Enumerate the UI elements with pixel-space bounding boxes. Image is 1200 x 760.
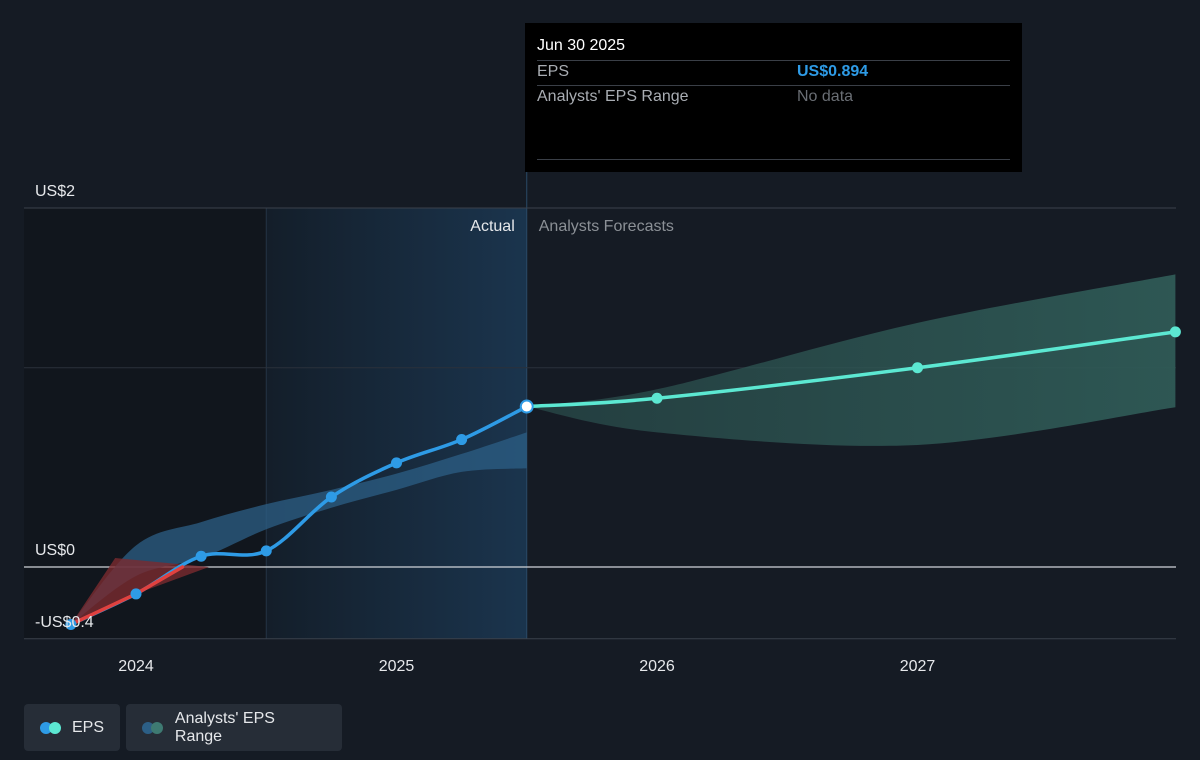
tooltip-range-value: No data: [797, 88, 854, 105]
legend-range-label: Analysts' EPS Range: [174, 709, 275, 745]
legend-eps[interactable]: EPS: [24, 704, 120, 751]
tooltip-eps-value: US$0.894: [797, 63, 869, 80]
legend-eps-label: EPS: [71, 718, 104, 736]
eps-forecast-line: [525, 330, 1178, 409]
x-tick-label: 2027: [900, 658, 936, 675]
tooltip-divider: [537, 60, 1010, 61]
tooltip-eps-label: EPS: [537, 63, 570, 80]
legend-range[interactable]: Analysts' EPS Range: [126, 704, 342, 751]
eps-forecast-point[interactable]: [651, 392, 663, 404]
tooltip-range-label: Analysts' EPS Range: [537, 88, 689, 105]
forecast-eps-range-band: [526, 274, 1176, 446]
eps-point-selected[interactable]: [519, 399, 534, 414]
tooltip-date: Jun 30 2025: [537, 37, 626, 54]
eps-point[interactable]: [325, 491, 337, 503]
x-tick-label: 2025: [379, 658, 415, 675]
eps-point[interactable]: [195, 550, 207, 562]
eps-forecast-point[interactable]: [1169, 326, 1181, 338]
y-tick-label: US$2: [35, 183, 75, 200]
tooltip-divider: [537, 159, 1010, 160]
eps-point[interactable]: [391, 457, 402, 469]
eps-point[interactable]: [260, 545, 272, 557]
eps-point[interactable]: [130, 588, 142, 600]
y-tick-label: -US$0.4: [35, 614, 94, 631]
range-legend-icon: [142, 721, 166, 734]
tooltip-divider: [537, 85, 1010, 86]
past-eps-range-band: [70, 432, 527, 625]
eps-point[interactable]: [456, 434, 468, 446]
eps-forecast-point[interactable]: [912, 362, 923, 374]
actual-region-label: Actual: [470, 218, 514, 235]
eps-tooltip: Jun 30 2025 EPS US$0.894 Analysts' EPS R…: [525, 23, 1022, 172]
eps-point[interactable]: [65, 618, 77, 630]
x-tick-label: 2026: [639, 658, 675, 675]
eps-legend-icon: [40, 721, 63, 734]
highlight-region: [266, 208, 527, 639]
x-tick-label: 2024: [118, 658, 154, 675]
forecast-region-label: Analysts Forecasts: [539, 218, 674, 235]
y-tick-label: US$0: [35, 542, 75, 559]
